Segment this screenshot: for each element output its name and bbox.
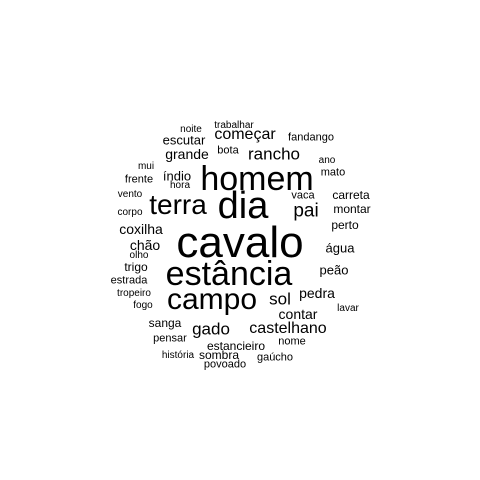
word: campo — [166, 283, 258, 316]
word: frente — [124, 173, 154, 186]
word: pensar — [153, 332, 187, 345]
word: pedra — [299, 285, 335, 301]
word: carreta — [332, 188, 370, 202]
word: trigo — [124, 260, 148, 274]
word: pai — [293, 200, 319, 222]
word: água — [325, 240, 355, 256]
word: índio — [162, 168, 192, 184]
word: peão — [319, 262, 349, 278]
word: castelhano — [249, 320, 327, 337]
word: estancieiro — [206, 339, 266, 353]
word: cavalo — [176, 218, 304, 267]
word: lavar — [337, 303, 359, 314]
word: estância — [165, 255, 293, 293]
word: coxilha — [119, 221, 163, 237]
word: vaca — [291, 189, 315, 202]
word: sanga — [148, 316, 182, 330]
word: contar — [278, 306, 318, 322]
word: fogo — [133, 300, 153, 311]
word: terra — [149, 189, 207, 220]
word: montar — [333, 202, 371, 216]
word: sombra — [198, 348, 240, 362]
word: hora — [169, 180, 191, 191]
word: nome — [278, 335, 306, 348]
word: ano — [318, 155, 336, 166]
word: chão — [129, 237, 161, 253]
word: tropeiro — [117, 288, 151, 299]
word: dia — [217, 185, 269, 227]
word: escutar — [162, 132, 206, 148]
word: homem — [200, 160, 314, 198]
word: corpo — [117, 207, 143, 218]
word: vento — [117, 189, 143, 200]
word: povoado — [203, 358, 247, 371]
word: noite — [180, 124, 202, 135]
word: perto — [331, 218, 359, 232]
word: olho — [129, 250, 149, 261]
word: grande — [165, 146, 209, 162]
word: sol — [269, 289, 291, 309]
word: estrada — [110, 274, 148, 287]
word: fandango — [288, 131, 334, 144]
word: trabalhar — [214, 120, 254, 131]
word: história — [161, 350, 195, 361]
word: mato — [320, 166, 346, 179]
word: bota — [217, 144, 239, 157]
word: rancho — [248, 144, 300, 164]
word: mui — [137, 161, 155, 172]
word: gaúcho — [256, 351, 294, 364]
word: começar — [214, 126, 276, 143]
word: gado — [192, 319, 230, 339]
